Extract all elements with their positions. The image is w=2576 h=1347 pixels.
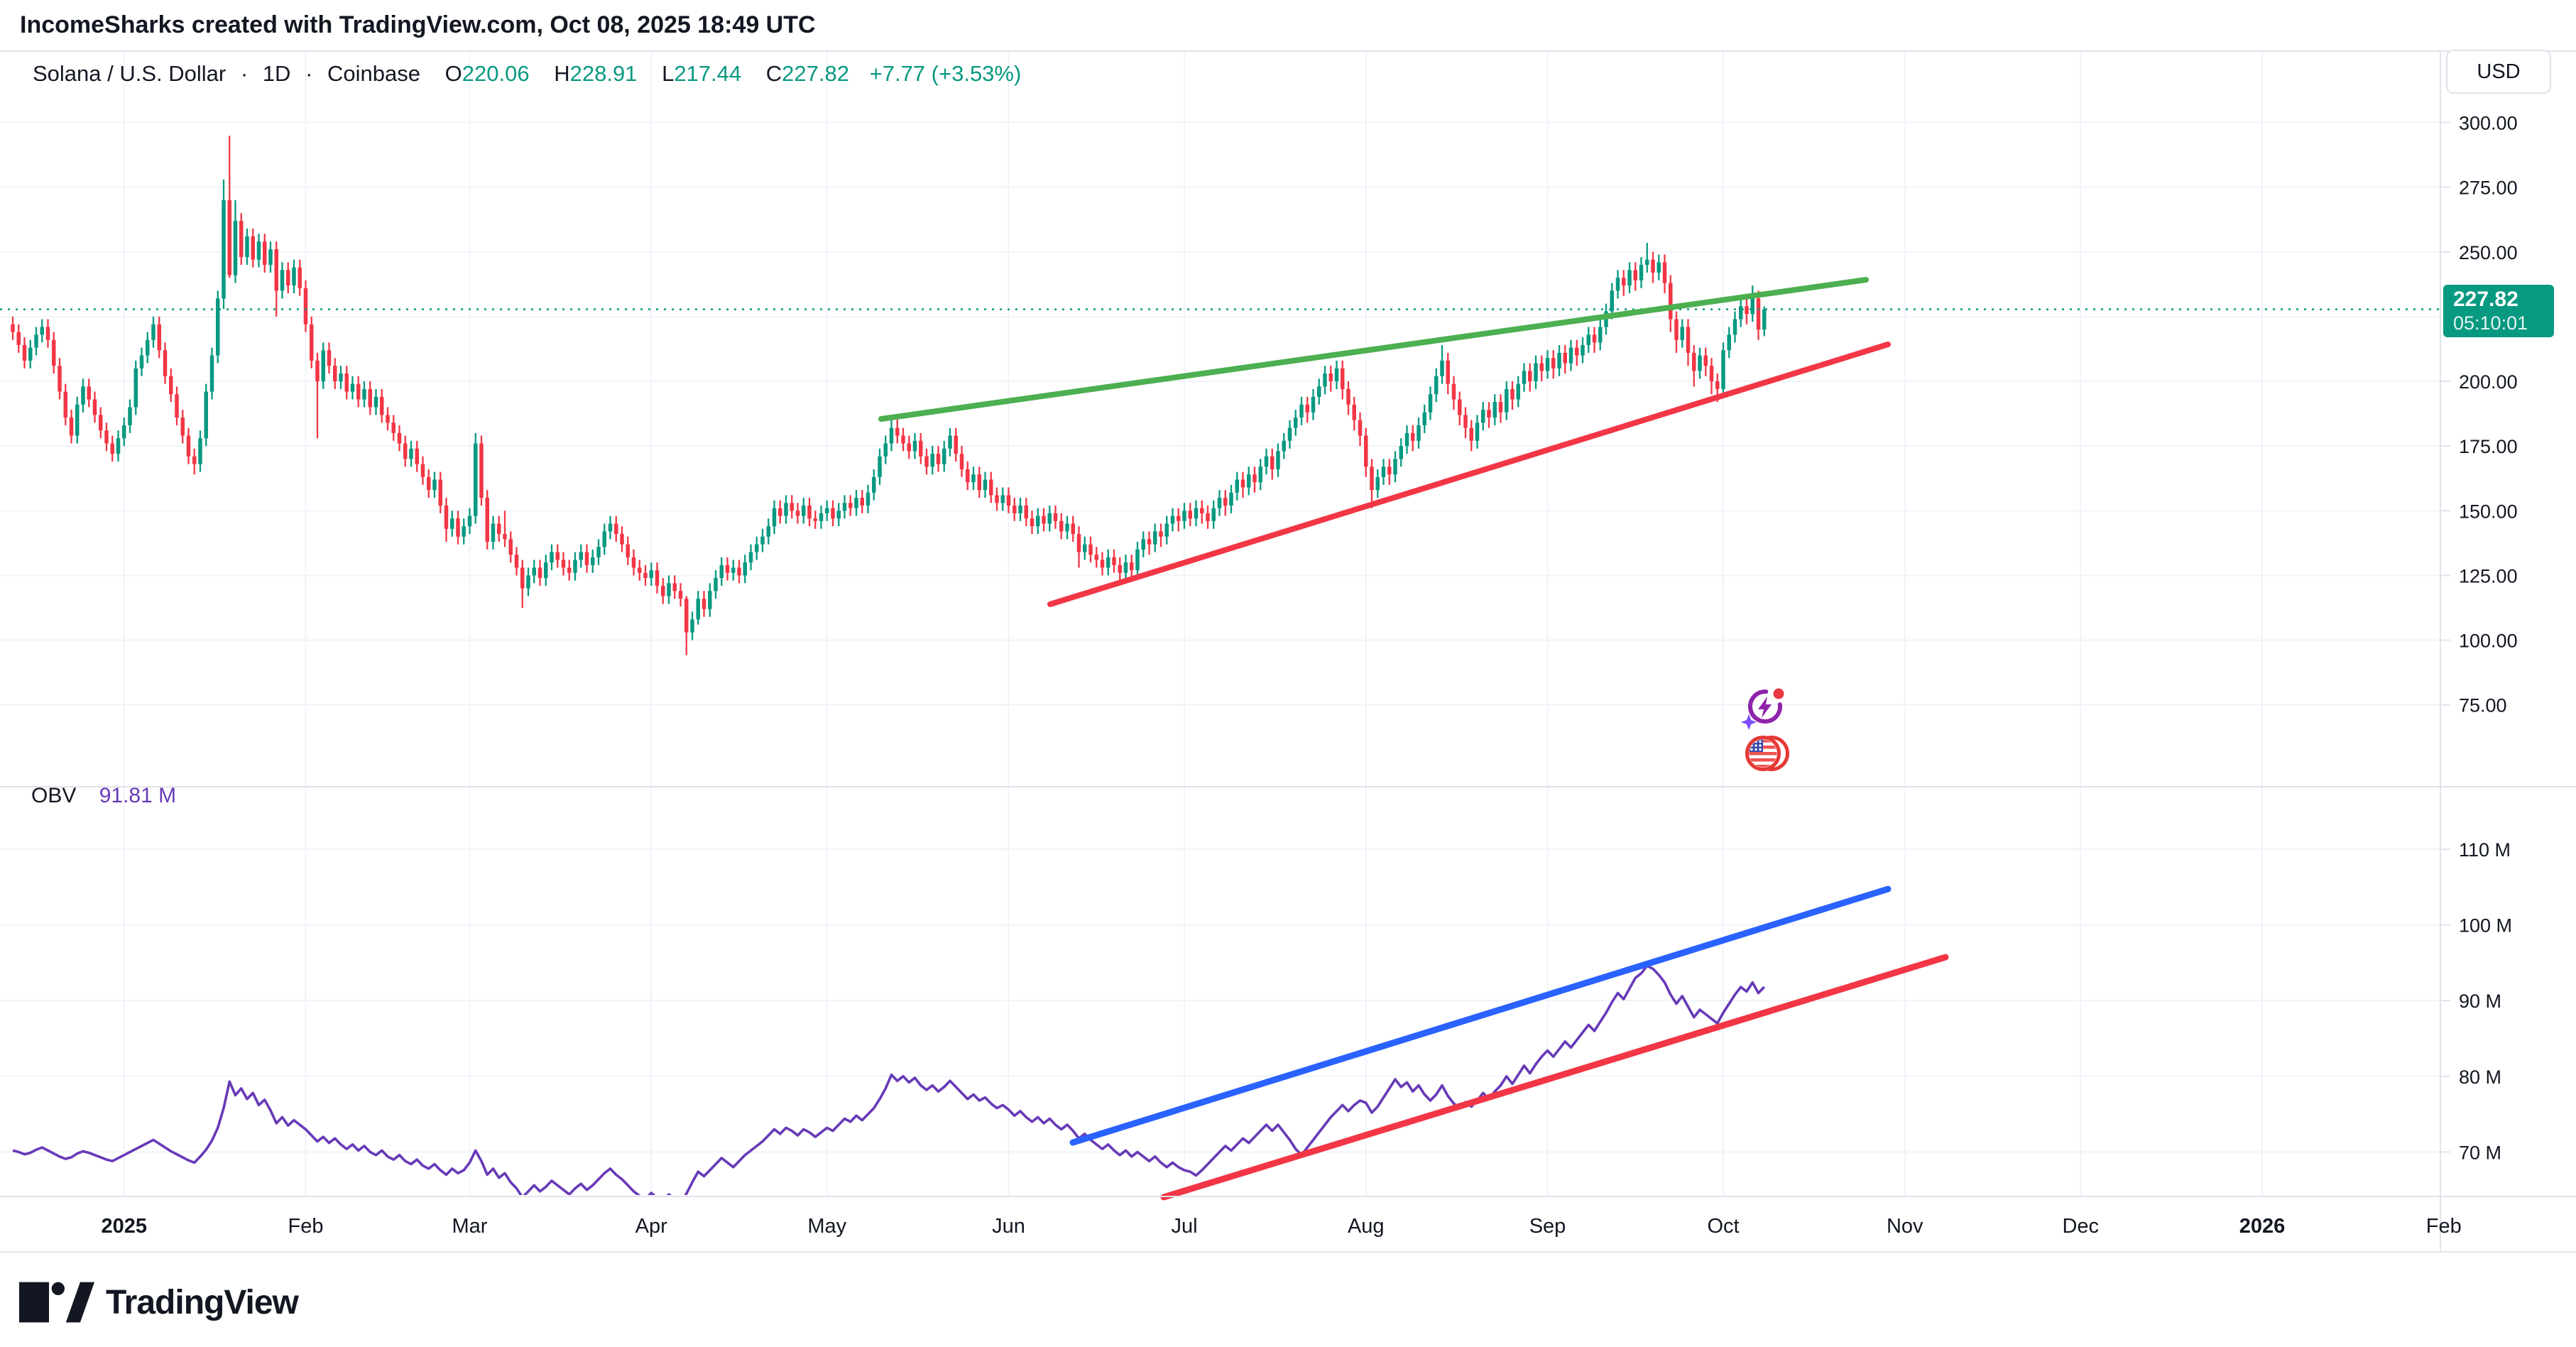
obv-axis-label: 70 M — [2459, 1142, 2501, 1163]
high-value: 228.91 — [569, 61, 638, 86]
obv-lower-trendline[interactable] — [1160, 954, 1949, 1201]
time-axis-label: 2026 — [2239, 1215, 2286, 1238]
obv-upper-trendline[interactable] — [1069, 885, 1892, 1146]
time-axis-label: Mar — [452, 1215, 488, 1238]
price-lower-trendline[interactable] — [1047, 342, 1891, 607]
last-price-value: 227.82 — [2453, 288, 2518, 311]
time-axis-label: Jun — [992, 1215, 1025, 1238]
close-label: C — [765, 61, 782, 86]
price-gridlines — [0, 121, 2440, 706]
price-axis-label: 125.00 — [2459, 565, 2518, 587]
symbol-info-row: Solana / U.S. Dollar · 1D · Coinbase O22… — [33, 61, 1021, 87]
lightning-bolt-icon — [1758, 697, 1772, 718]
price-axis-label: 175.00 — [2459, 436, 2518, 457]
timeframe[interactable]: 1D — [262, 61, 291, 86]
price-axis-label: 250.00 — [2459, 242, 2518, 263]
usa-flag-coin-sticker-icon[interactable] — [1743, 730, 1790, 777]
currency-toggle-button[interactable]: USD — [2446, 50, 2551, 94]
flash-sticker-icon[interactable] — [1741, 686, 1788, 733]
month-gridlines — [123, 51, 2263, 1196]
time-axis-label: May — [807, 1215, 846, 1238]
obv-axis-label: 110 M — [2459, 839, 2511, 861]
time-axis-label: Jul — [1171, 1215, 1197, 1238]
bar-countdown: 05:10:01 — [2453, 312, 2528, 334]
open-value: 220.06 — [462, 61, 530, 86]
obv-axis-label: 100 M — [2459, 915, 2512, 937]
obv-axis-label: 90 M — [2459, 991, 2501, 1012]
price-axis-label: 300.00 — [2459, 113, 2518, 134]
obv-label: OBV — [31, 784, 77, 807]
symbol-name[interactable]: Solana / U.S. Dollar — [33, 61, 227, 86]
price-upper-trendline[interactable] — [878, 277, 1869, 422]
price-axis-label: 275.00 — [2459, 178, 2518, 199]
low-value: 217.44 — [674, 61, 742, 86]
obv-indicator-row[interactable]: OBV 91.81 M — [31, 784, 176, 808]
time-axis-labels[interactable]: 2025 Feb Mar Apr May Jun Jul Aug Sep Oct Nov Dec 202… — [101, 1215, 2461, 1238]
time-axis-label: Feb — [288, 1215, 324, 1238]
price-axis-label: 100.00 — [2459, 631, 2518, 652]
flag-stripes — [1749, 739, 1777, 768]
time-axis-label: Feb — [2426, 1215, 2462, 1238]
time-axis-label: 2025 — [101, 1215, 147, 1238]
pane-frames — [0, 50, 2576, 1253]
price-axis-label: 200.00 — [2459, 371, 2518, 393]
tradingview-logo-icon — [18, 1282, 95, 1323]
time-axis-label: Nov — [1887, 1215, 1923, 1238]
obv-series[interactable] — [12, 964, 1766, 1204]
separator-dot: · — [305, 61, 313, 86]
price-axis-label: 150.00 — [2459, 501, 2518, 522]
last-price-badge[interactable]: 227.82 05:10:01 — [2443, 285, 2554, 337]
high-label: H — [554, 61, 570, 86]
close-value: 227.82 — [782, 61, 849, 86]
candles-series[interactable] — [11, 136, 1767, 655]
time-axis-label: Sep — [1529, 1215, 1566, 1238]
tradingview-logo-text: TradingView — [106, 1283, 299, 1321]
obv-gridlines — [0, 849, 2440, 1153]
obv-axis-labels[interactable]: 110 M 100 M 90 M 80 M 70 M — [2440, 839, 2512, 1163]
change-value: +7.77 (+3.53%) — [869, 61, 1022, 86]
price-axis-labels[interactable]: 300.00 275.00 250.00 200.00 175.00 150.00 125.… — [2440, 113, 2518, 716]
obv-value: 91.81 M — [99, 784, 177, 807]
red-dot — [1773, 688, 1784, 699]
price-axis-label: 75.00 — [2459, 695, 2507, 716]
separator-dot: · — [240, 61, 249, 86]
time-axis-label: Aug — [1348, 1215, 1385, 1238]
low-label: L — [662, 61, 675, 86]
time-axis-label: Dec — [2062, 1215, 2099, 1238]
tradingview-logo[interactable]: TradingView — [18, 1280, 299, 1325]
exchange-name[interactable]: Coinbase — [327, 61, 421, 86]
time-axis-label: Oct — [1707, 1215, 1739, 1238]
sparkle-icon — [1741, 714, 1757, 730]
obv-axis-label: 80 M — [2459, 1067, 2501, 1088]
open-label: O — [444, 61, 462, 86]
time-axis-label: Apr — [635, 1215, 667, 1238]
attribution-text: IncomeSharks created with TradingView.co… — [20, 11, 816, 38]
